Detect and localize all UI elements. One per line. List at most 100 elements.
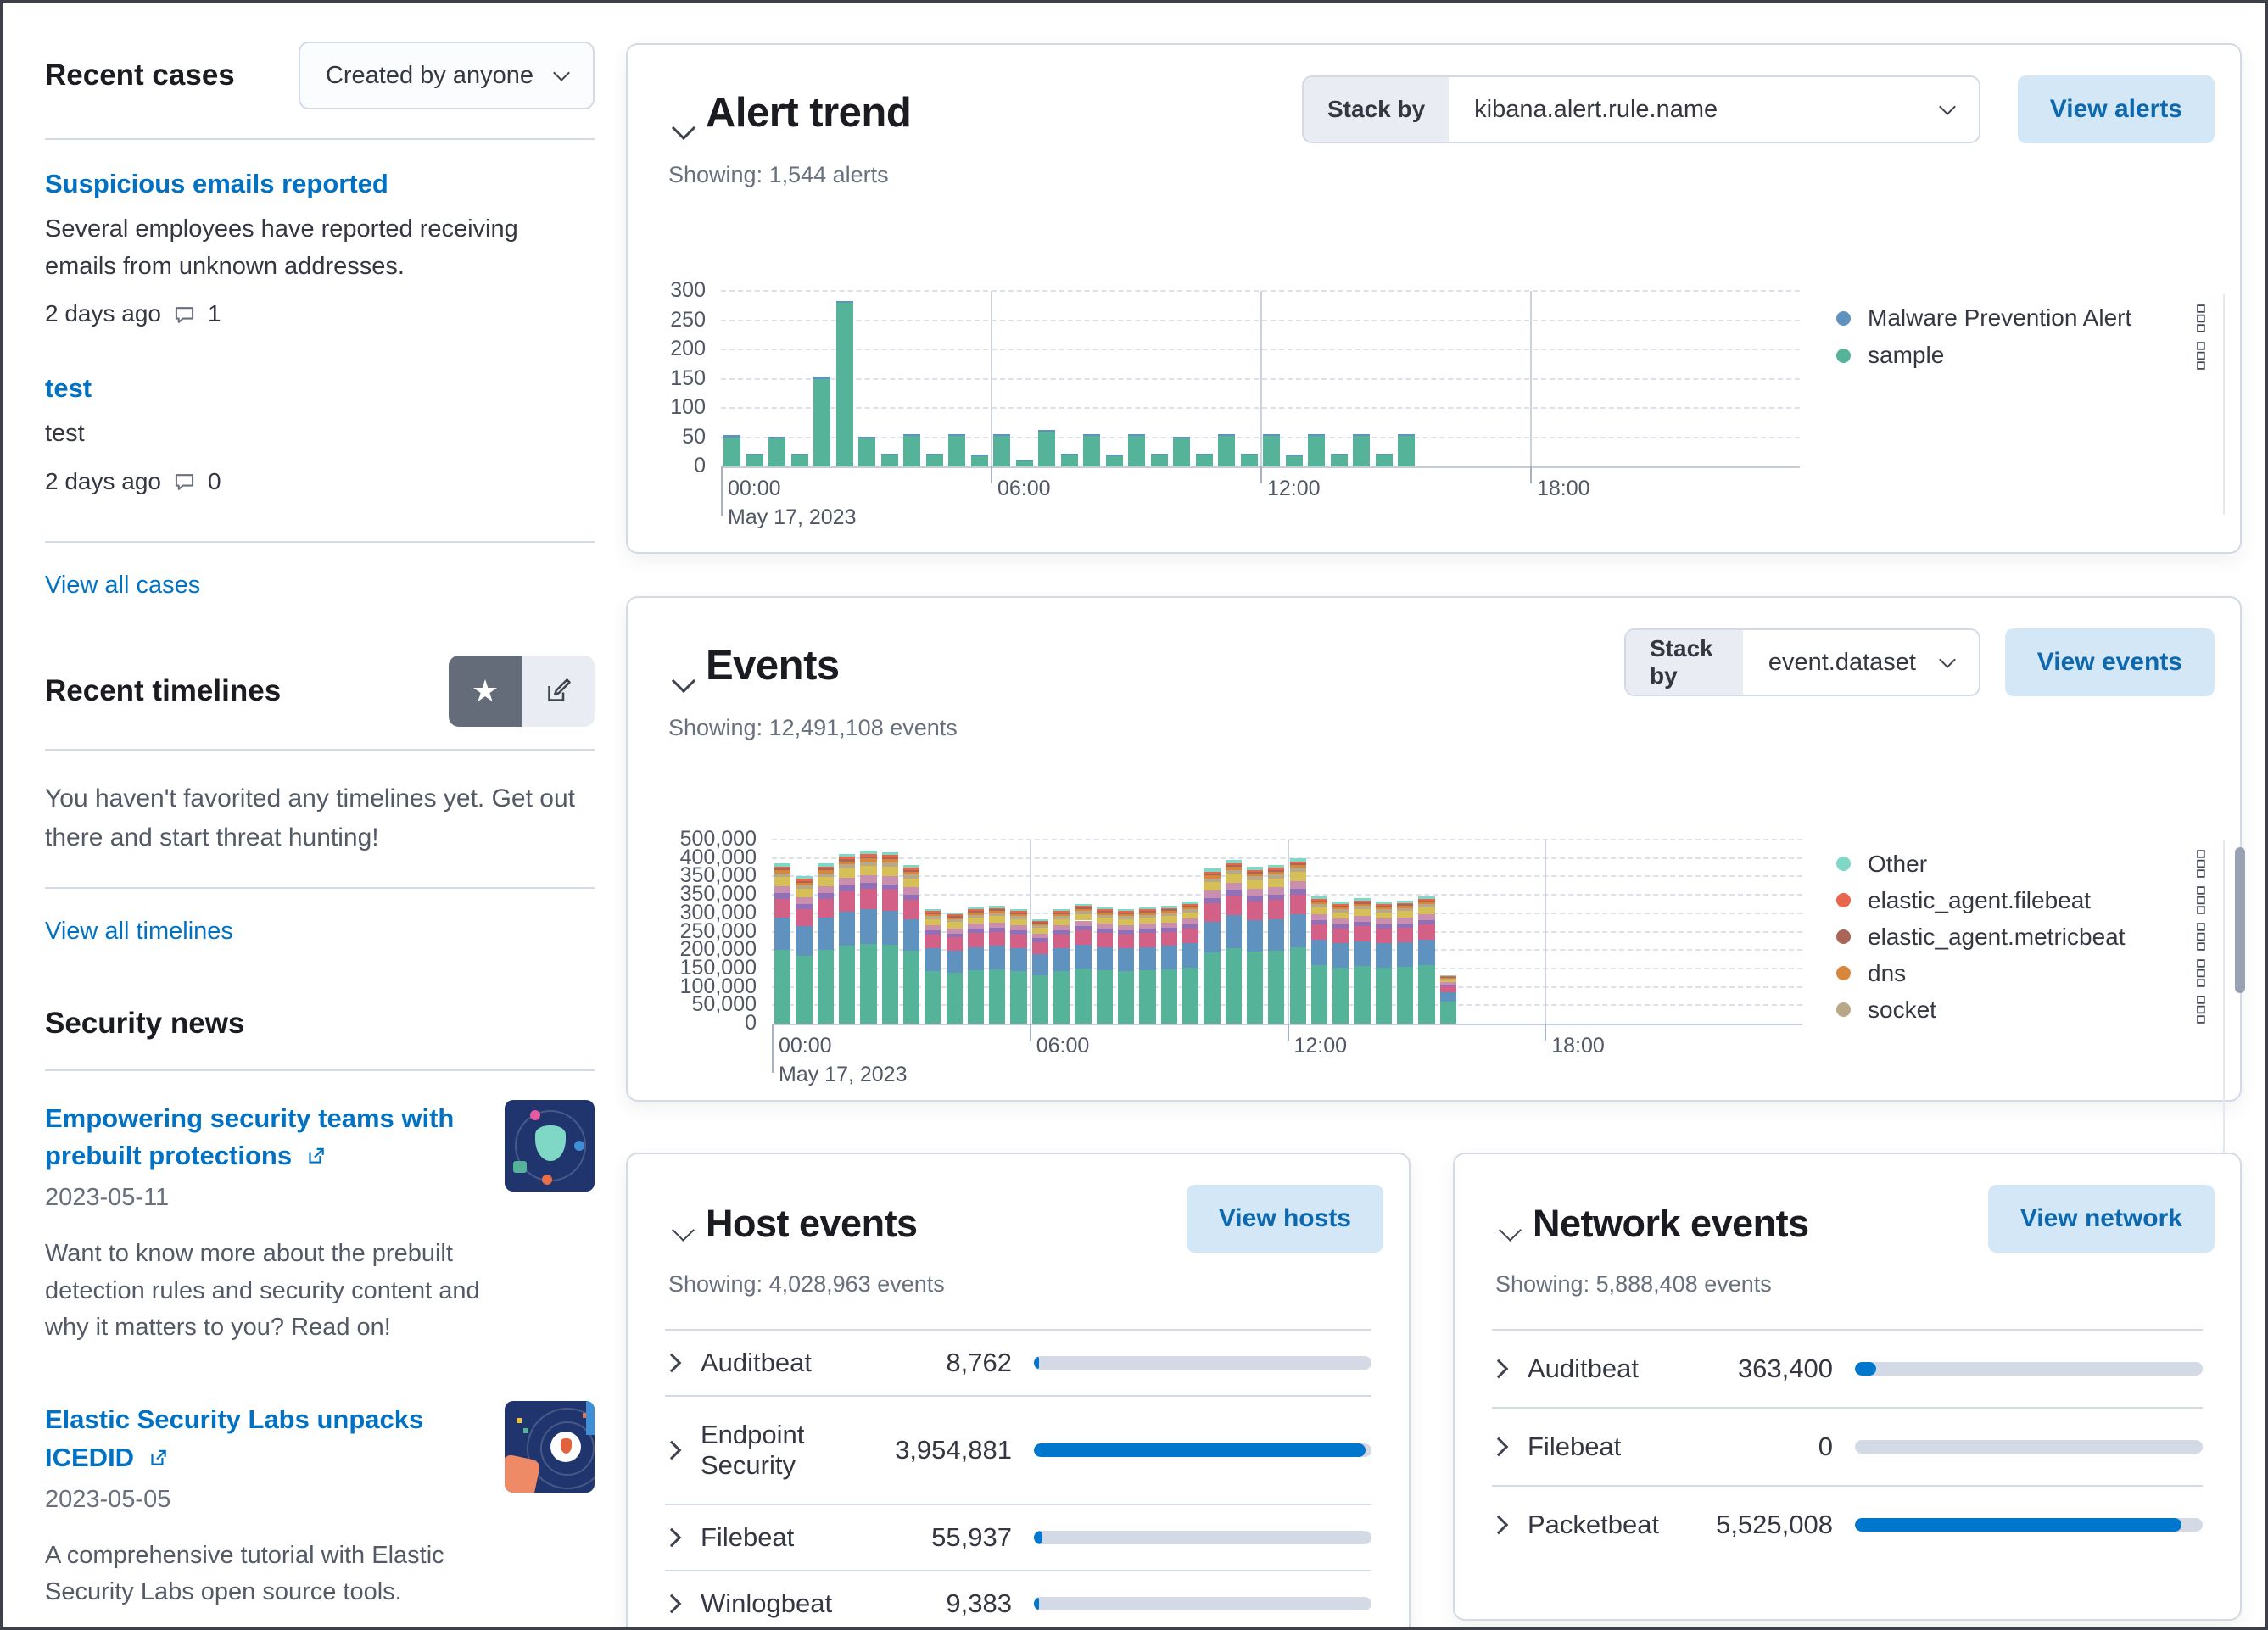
legend-item[interactable]: dns	[1836, 955, 2206, 991]
table-row[interactable]: Filebeat 0	[1489, 1407, 2203, 1485]
case-meta: 2 days ago 0	[45, 468, 595, 495]
legend-divider	[2223, 840, 2225, 1205]
expand-chevron-icon[interactable]	[662, 1527, 682, 1548]
table-row[interactable]: Auditbeat 363,400	[1489, 1329, 2203, 1407]
edit-timelines-button[interactable]	[522, 655, 595, 727]
news-item: Elastic Security Labs unpacks ICEDID 202…	[45, 1400, 595, 1611]
stack-by-label: Stack by	[1626, 630, 1743, 695]
expand-chevron-icon[interactable]	[1489, 1515, 1509, 1535]
legend-item[interactable]: sample	[1836, 337, 2206, 374]
view-all-timelines-link[interactable]: View all timelines	[45, 917, 233, 945]
case-link[interactable]: test	[45, 373, 92, 403]
chevron-down-icon	[1939, 98, 1956, 115]
favorites-filter-button[interactable]	[449, 655, 522, 727]
alert-showing-count: Showing: 1,544 alerts	[668, 162, 889, 187]
row-value: 5,525,008	[1716, 1510, 1833, 1539]
stack-by-value: event.dataset	[1768, 648, 1916, 676]
news-link[interactable]: Elastic Security Labs unpacks ICEDID	[45, 1404, 424, 1472]
expand-chevron-icon[interactable]	[662, 1440, 682, 1460]
news-date: 2023-05-11	[45, 1184, 170, 1212]
legend-label: elastic_agent.filebeat	[1868, 886, 2092, 913]
view-all-cases-link[interactable]: View all cases	[45, 571, 201, 599]
legend-item[interactable]: Other	[1836, 846, 2206, 882]
case-description: test	[45, 420, 85, 447]
legend-actions-icon[interactable]	[2197, 959, 2206, 987]
expand-chevron-icon[interactable]	[662, 1594, 682, 1614]
legend-actions-icon[interactable]	[2197, 850, 2206, 878]
events-panel: Events Stack by event.dataset View event…	[626, 596, 2245, 1205]
external-link-icon	[308, 1148, 324, 1164]
news-link[interactable]: Empowering security teams with prebuilt …	[45, 1102, 455, 1171]
alert-trend-title: Alert trend	[706, 90, 912, 136]
table-row[interactable]: Packetbeat 5,525,008	[1489, 1485, 2203, 1563]
collapse-chevron-icon[interactable]	[1499, 1219, 1522, 1242]
expand-chevron-icon[interactable]	[1489, 1359, 1509, 1379]
table-row[interactable]: Filebeat 55,937	[662, 1504, 1371, 1570]
divider	[45, 748, 595, 751]
case-link[interactable]: Suspicious emails reported	[45, 169, 388, 198]
host-events-table: Auditbeat 8,762 Endpoint Security 3,954,…	[662, 1329, 1371, 1627]
timelines-empty-message: You haven't favorited any timelines yet.…	[45, 784, 575, 852]
news-date: 2023-05-05	[45, 1485, 171, 1513]
expand-chevron-icon[interactable]	[1489, 1437, 1509, 1457]
legend-actions-icon[interactable]	[2197, 923, 2206, 951]
legend-item[interactable]: Malware Prevention Alert	[1836, 299, 2206, 337]
collapse-chevron-icon[interactable]	[671, 668, 696, 694]
view-hosts-button[interactable]: View hosts	[1186, 1185, 1383, 1253]
progress-bar	[1034, 1531, 1371, 1544]
cases-filter-label: Created by anyone	[325, 61, 533, 89]
row-label: Auditbeat	[701, 1348, 812, 1377]
stack-by-label: Stack by	[1304, 77, 1450, 142]
legend-item[interactable]: elastic_agent.filebeat	[1836, 882, 2206, 918]
row-value: 55,937	[931, 1522, 1012, 1552]
divider	[45, 886, 595, 889]
legend-scrollbar[interactable]	[2235, 847, 2245, 993]
view-network-button[interactable]: View network	[1987, 1185, 2215, 1253]
security-news-title: Security news	[45, 1006, 245, 1040]
alert-trend-chart[interactable]: 0 50 100 150 200 250 300 00:00 06:00 12:00 18:00 Ma…	[670, 278, 1800, 529]
row-label: Filebeat	[701, 1522, 795, 1552]
collapse-chevron-icon[interactable]	[671, 115, 696, 141]
events-stack-by-select[interactable]: Stack by event.dataset	[1624, 628, 1980, 696]
view-events-button[interactable]: View events	[2004, 628, 2215, 696]
legend-actions-icon[interactable]	[2197, 886, 2206, 914]
comment-icon	[175, 306, 194, 323]
row-value: 9,383	[946, 1588, 1012, 1618]
cases-filter-dropdown[interactable]: Created by anyone	[298, 42, 595, 109]
comment-icon	[175, 474, 194, 490]
case-comment-count: 1	[208, 300, 221, 327]
table-row[interactable]: Auditbeat 8,762	[662, 1329, 1371, 1395]
legend-actions-icon[interactable]	[2197, 341, 2206, 370]
row-label: Endpoint Security	[701, 1420, 805, 1480]
table-row[interactable]: Endpoint Security 3,954,881	[662, 1395, 1371, 1504]
legend-actions-icon[interactable]	[2197, 304, 2206, 332]
host-events-panel: Host events View hosts Showing: 4,028,96…	[626, 1153, 1411, 1627]
star-icon	[472, 673, 499, 709]
network-events-title: Network events	[1533, 1202, 1809, 1245]
news-description: Want to know more about the prebuilt det…	[45, 1240, 480, 1342]
network-showing-count: Showing: 5,888,408 events	[1495, 1271, 1772, 1297]
view-alerts-button[interactable]: View alerts	[2017, 75, 2215, 143]
stack-by-value: kibana.alert.rule.name	[1474, 95, 1718, 123]
legend-item[interactable]: elastic_agent.metricbeat	[1836, 918, 2206, 955]
legend-dot	[1836, 348, 1851, 363]
row-value: 8,762	[946, 1348, 1012, 1377]
collapse-chevron-icon[interactable]	[672, 1219, 695, 1242]
news-thumbnail	[505, 1099, 595, 1192]
progress-bar	[1034, 1443, 1371, 1457]
divider	[45, 1069, 595, 1071]
recent-timelines-title: Recent timelines	[45, 673, 282, 707]
sidebar: Recent cases Created by anyone Suspiciou…	[45, 33, 595, 1627]
row-label: Winlogbeat	[701, 1588, 833, 1618]
legend-item[interactable]: socket	[1836, 991, 2206, 1028]
expand-chevron-icon[interactable]	[662, 1353, 682, 1373]
row-value: 0	[1818, 1432, 1833, 1461]
alert-stack-by-select[interactable]: Stack by kibana.alert.rule.name	[1302, 75, 1980, 143]
case-item: test test 2 days ago 0	[45, 373, 595, 495]
external-link-icon	[150, 1449, 166, 1465]
legend-divider	[2223, 294, 2225, 515]
events-chart-legend: Other elastic_agent.filebeat elastic_age…	[1836, 840, 2245, 1205]
events-chart[interactable]: 0 50,000 100,000 150,000 200,000 250,000 300,0…	[680, 827, 1802, 1086]
legend-actions-icon[interactable]	[2197, 996, 2206, 1024]
table-row[interactable]: Winlogbeat 9,383	[662, 1570, 1371, 1627]
